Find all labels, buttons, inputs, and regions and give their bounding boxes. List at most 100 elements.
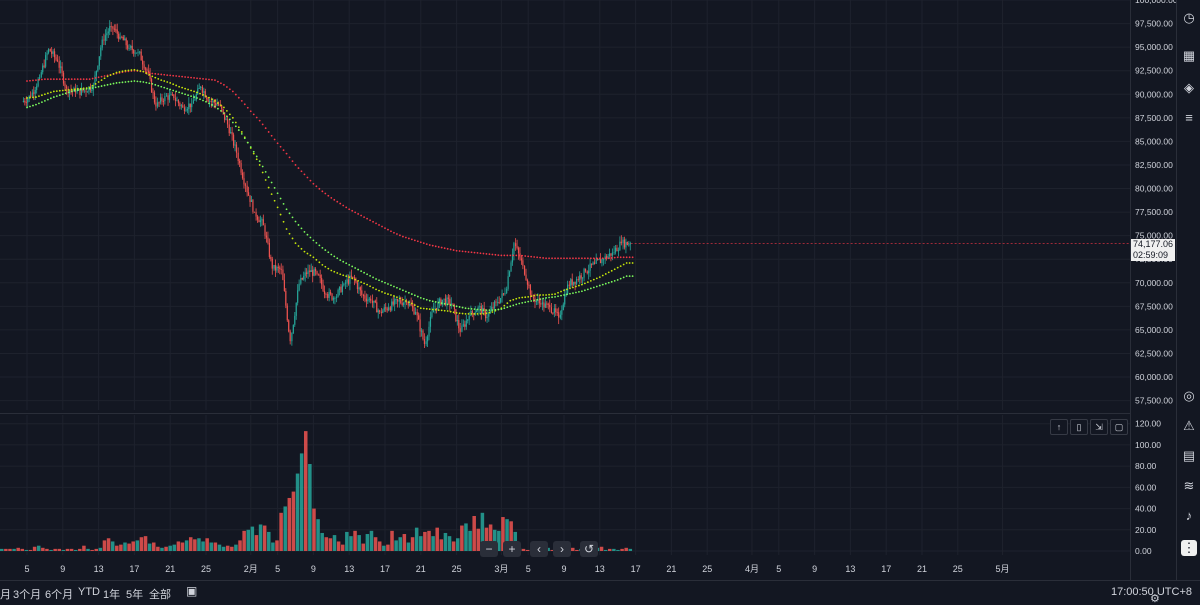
zoom-out-button[interactable]: − [480, 541, 498, 557]
volume-bar [287, 497, 292, 551]
clock-icon[interactable]: ◷ [1183, 10, 1195, 25]
candle-body [620, 241, 622, 244]
ma-dot [321, 263, 324, 266]
time-axis[interactable]: 5 9 13 17 21 25 2月 5 9 13 17 21 25 3月 5 9 13 17 21 25 4月 5 9 13… [0, 558, 1130, 580]
ma-dot [595, 285, 598, 288]
ma-dot [285, 152, 288, 155]
volume-bar [332, 535, 337, 551]
x-tick-label: 9 [311, 564, 316, 574]
y-tick-label: 70,000.00 [1135, 278, 1173, 288]
target-icon[interactable]: ◎ [1183, 388, 1195, 403]
ma-dot [369, 219, 371, 222]
candle-body [379, 310, 381, 312]
range-all[interactable]: 全部 [149, 589, 171, 601]
ma-dot [121, 81, 124, 84]
volume-bar [550, 549, 554, 551]
volume-bar [20, 548, 25, 551]
bell-icon[interactable]: ♪ [1185, 508, 1193, 523]
apps-icon[interactable]: ⋮ [1181, 540, 1197, 556]
clock-time[interactable]: 17:00:50 UTC+8 [1110, 586, 1192, 598]
grid-icon[interactable]: ▦ [1182, 48, 1196, 63]
ma-dot [530, 255, 533, 258]
candle-body [589, 263, 591, 271]
volume-bar [110, 541, 115, 551]
ma-dot [402, 235, 404, 238]
scroll-right-button[interactable]: › [553, 541, 571, 557]
volume-bar [320, 532, 324, 551]
candle-body [298, 283, 300, 291]
candle-body [321, 277, 323, 285]
ma-dot [264, 179, 267, 181]
calendar-icon[interactable]: ▤ [1182, 448, 1196, 463]
price-chart[interactable] [0, 0, 1130, 410]
move-up-icon[interactable]: ↑ [1050, 419, 1068, 435]
candle-body [267, 237, 269, 243]
ma-dot [393, 285, 395, 288]
ma-dot [202, 77, 204, 80]
ma-dot [124, 81, 127, 83]
reset-chart-button[interactable]: ↺ [580, 541, 598, 557]
candle-body [465, 320, 467, 327]
range-3m[interactable]: 3个月 [13, 589, 42, 601]
settings-gear-icon[interactable]: ⚙ [1150, 593, 1160, 605]
candle-body [562, 304, 564, 310]
volume-bar [160, 547, 164, 551]
volume-bar [443, 532, 448, 551]
candle-body [571, 279, 573, 285]
calendar-range-icon[interactable]: ▣ [186, 584, 198, 598]
ma-dot [306, 176, 309, 179]
ma-dot [67, 88, 70, 91]
ma-dot [351, 277, 354, 280]
candle-body [268, 242, 270, 257]
alert-icon[interactable]: ⚠ [1183, 418, 1195, 433]
range-1y[interactable]: 1年 [103, 589, 121, 601]
candle-body [240, 162, 242, 173]
candle-body [559, 314, 561, 318]
maximize-icon[interactable]: ▢ [1110, 419, 1128, 435]
ma-dot [384, 292, 386, 295]
candle-body [367, 299, 369, 302]
ma-dot [330, 197, 333, 199]
ma-dot [100, 79, 103, 82]
ma-dot [151, 72, 154, 75]
range-partial[interactable]: 月 [0, 589, 11, 601]
candle-body [464, 324, 466, 327]
range-6m[interactable]: 6个月 [45, 589, 74, 601]
candle-body [276, 266, 278, 271]
ma-dot [497, 254, 500, 257]
volume-chart[interactable] [0, 415, 1130, 555]
candle-body [420, 330, 423, 332]
candle-body [264, 225, 266, 236]
ma-dot [285, 228, 288, 230]
candle-body [262, 219, 264, 226]
price-axis[interactable]: 57,500.00 60,000.00 62,500.00 65,000.00 67,5… [1131, 0, 1176, 415]
collapse-icon[interactable]: ⇲ [1090, 419, 1108, 435]
zoom-in-button[interactable]: + [503, 541, 521, 557]
ma-dot [321, 190, 324, 193]
delete-icon[interactable]: ▯ [1070, 419, 1088, 435]
candle-body [192, 100, 195, 104]
volume-tick-label: 0.00 [1135, 546, 1152, 555]
candle-body [629, 243, 631, 245]
ma-dot [64, 92, 67, 95]
list-icon[interactable]: ≡ [1185, 110, 1193, 125]
ma-dot [425, 243, 428, 246]
range-5y[interactable]: 5年 [126, 589, 144, 601]
candle-body [314, 268, 317, 272]
volume-bar [217, 544, 222, 551]
candle-body [22, 100, 24, 102]
ma-dot [464, 307, 467, 310]
stream-icon[interactable]: ≋ [1183, 478, 1195, 493]
layers-icon[interactable]: ◈ [1184, 80, 1194, 95]
ma-dot [211, 104, 213, 106]
ma-dot [404, 290, 407, 293]
range-ytd[interactable]: YTD [78, 586, 100, 598]
candle-body [273, 264, 275, 269]
ma-dot [598, 257, 601, 260]
pane-separator[interactable] [0, 413, 1130, 414]
scroll-left-button[interactable]: ‹ [530, 541, 548, 557]
volume-axis[interactable]: 0.00 20.00 40.00 60.00 80.00 100.00 120.00 [1131, 415, 1176, 555]
ma-dot [336, 200, 339, 203]
ma-dot [360, 214, 363, 217]
ma-dot [503, 307, 506, 310]
